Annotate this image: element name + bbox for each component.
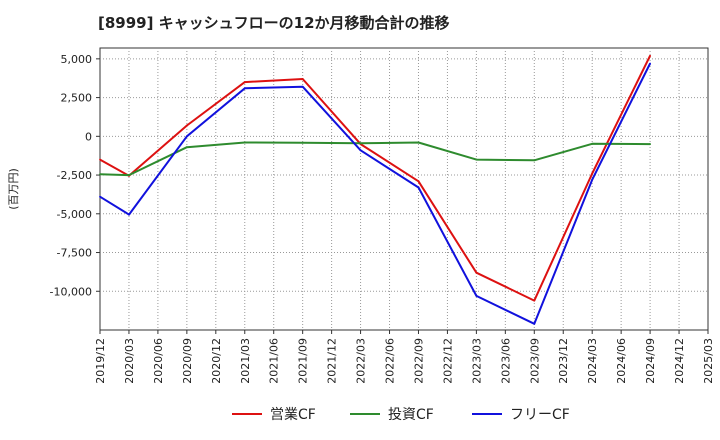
data-point	[243, 81, 246, 83]
x-tick-label: 2024/03	[586, 338, 599, 384]
data-point	[417, 141, 420, 144]
x-tick-label: 2024/06	[615, 338, 628, 384]
data-point	[301, 85, 304, 88]
x-tick-label: 2020/09	[181, 338, 194, 384]
data-point	[243, 141, 246, 144]
data-point	[649, 62, 651, 65]
x-tick-label: 2021/06	[268, 338, 281, 384]
data-point	[591, 142, 594, 145]
data-point	[301, 141, 304, 144]
x-tick-label: 2022/09	[412, 338, 425, 384]
data-point	[99, 158, 101, 161]
x-tick-label: 2024/12	[673, 338, 686, 384]
data-point	[243, 87, 246, 90]
data-point	[128, 213, 130, 216]
legend-swatch-free-cf	[472, 413, 502, 415]
data-point	[591, 178, 594, 181]
y-tick-label: 5,000	[61, 53, 93, 66]
data-point	[99, 173, 101, 176]
legend-label-free-cf: フリーCF	[510, 407, 570, 423]
x-tick-label: 2023/09	[528, 338, 541, 384]
legend-swatch-investing-cf	[350, 413, 380, 415]
x-tick-label: 2020/06	[152, 338, 165, 384]
x-tick-label: 2022/12	[441, 338, 454, 384]
data-point	[99, 195, 101, 198]
x-tick-label: 2022/06	[384, 338, 397, 384]
x-tick-label: 2021/09	[297, 338, 310, 384]
y-tick-label: 0	[85, 130, 92, 143]
x-tick-label: 2022/03	[355, 338, 368, 384]
x-tick-label: 2021/12	[326, 338, 339, 384]
y-tick-label: 2,500	[61, 92, 93, 105]
data-point	[475, 295, 478, 297]
y-tick-label: -2,500	[57, 169, 92, 182]
data-point	[533, 299, 536, 302]
x-tick-label: 2025/03	[702, 338, 715, 384]
data-point	[359, 142, 362, 145]
data-point	[301, 78, 304, 80]
data-point	[185, 146, 188, 149]
data-point	[185, 124, 188, 127]
data-point	[533, 322, 536, 325]
legend-label-investing-cf: 投資CF	[388, 407, 434, 423]
data-point	[591, 172, 594, 175]
x-tick-label: 2021/03	[239, 338, 252, 384]
legend-swatch-operating-cf	[232, 413, 262, 415]
data-point	[185, 135, 188, 138]
chart-title: [8999] キャッシュフローの12か月移動合計の推移	[98, 14, 450, 32]
data-point	[359, 149, 362, 152]
x-tick-label: 2023/12	[557, 338, 570, 384]
data-point	[533, 159, 536, 162]
y-tick-label: -10,000	[50, 285, 92, 298]
data-point	[417, 186, 420, 189]
x-tick-label: 2020/03	[123, 338, 136, 384]
x-tick-label: 2019/12	[94, 338, 107, 384]
data-point	[475, 271, 478, 274]
y-tick-label: -5,000	[57, 208, 92, 221]
data-point	[649, 143, 651, 145]
x-tick-label: 2023/03	[470, 338, 483, 384]
y-tick-label: -7,500	[57, 247, 92, 260]
plot-area	[99, 47, 709, 331]
data-point	[128, 174, 130, 176]
y-axis-label: (百万円)	[7, 168, 20, 210]
legend-label-operating-cf: 営業CF	[270, 407, 316, 423]
x-tick-label: 2024/09	[644, 338, 657, 384]
legend-item-investing-cf: 投資CF	[350, 404, 434, 424]
legend-item-free-cf: フリーCF	[472, 404, 570, 424]
data-point	[417, 180, 420, 183]
data-point	[649, 54, 651, 57]
x-tick-label: 2023/06	[499, 338, 512, 384]
data-point	[475, 158, 478, 161]
x-tick-label: 2020/12	[210, 338, 223, 384]
legend-item-operating-cf: 営業CF	[232, 404, 316, 424]
